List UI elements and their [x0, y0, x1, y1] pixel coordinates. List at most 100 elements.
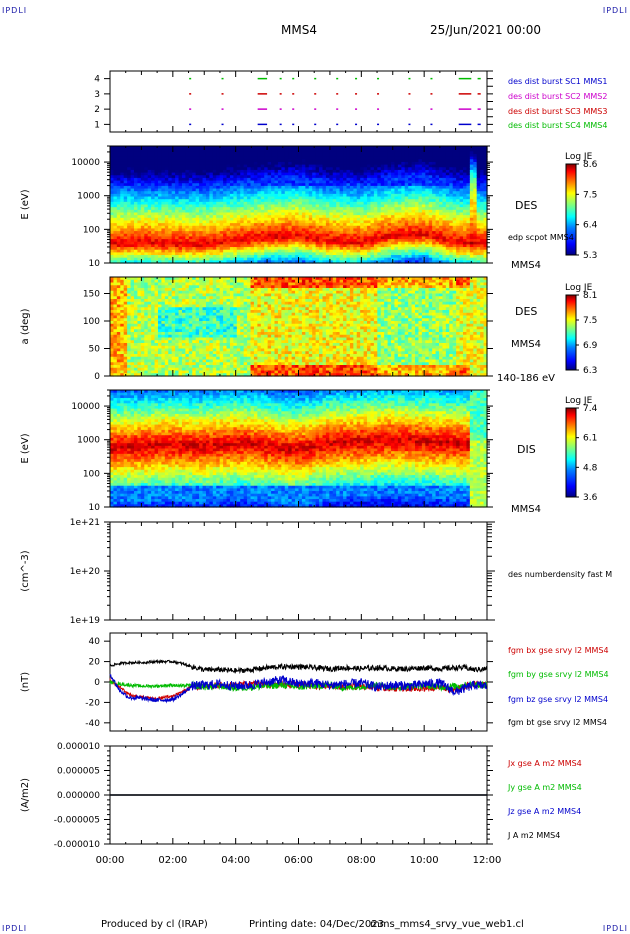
- spectrogram-cell: [110, 255, 115, 259]
- spectrogram-cell: [404, 217, 409, 222]
- spectrogram-cell: [133, 199, 139, 203]
- spectrogram-cell: [415, 215, 420, 219]
- spectrogram-cell: [421, 185, 426, 190]
- spectrogram-cell: [463, 233, 468, 238]
- spectrogram-cell: [325, 233, 330, 238]
- spectrogram-cell: [315, 199, 320, 203]
- spectrogram-cell: [168, 207, 173, 211]
- spectrogram-cell: [373, 231, 378, 235]
- spectrogram-cell: [240, 167, 245, 171]
- spectrogram-cell: [380, 247, 385, 251]
- spectrogram-cell: [308, 151, 313, 155]
- spectrogram-cell: [432, 260, 437, 264]
- spectrogram-cell: [332, 191, 337, 195]
- spectrogram-cell: [260, 193, 265, 198]
- spectrogram-cell: [171, 204, 176, 208]
- spectrogram-cell: [401, 215, 406, 219]
- spectrogram-cell: [394, 188, 399, 192]
- spectrogram-cell: [116, 257, 121, 261]
- spectrogram-cell: [264, 196, 269, 200]
- spectrogram-cell: [377, 185, 382, 190]
- spectrogram-cell: [356, 231, 361, 235]
- spectrogram-cell: [336, 247, 341, 251]
- spectrogram-cell: [312, 220, 317, 224]
- spectrogram-cell: [116, 239, 121, 243]
- spectrogram-cell: [288, 241, 293, 245]
- spectrogram-cell: [329, 260, 334, 264]
- spectrogram-cell: [401, 252, 406, 256]
- spectrogram-cell: [291, 220, 296, 224]
- spectrogram-cell: [199, 260, 204, 264]
- spectrogram-cell: [349, 183, 354, 187]
- spectrogram-cell: [113, 164, 118, 168]
- spectrogram-cell: [188, 247, 193, 251]
- spectrogram-cell: [346, 159, 351, 163]
- spectrogram-cell: [202, 193, 207, 198]
- spectrogram-cell: [116, 215, 121, 219]
- spectrogram-cell: [370, 175, 375, 179]
- spectrogram-cell: [295, 220, 300, 224]
- spectrogram-cell: [401, 209, 406, 214]
- spectrogram-cell: [343, 228, 348, 232]
- spectrogram-cell: [120, 201, 125, 206]
- spectrogram-cell: [175, 148, 180, 152]
- spectrogram-cell: [271, 148, 276, 152]
- spectrogram-cell: [212, 167, 217, 171]
- spectrogram-cell: [226, 177, 231, 182]
- spectrogram-cell: [360, 220, 365, 224]
- spectrogram-cell: [178, 209, 183, 214]
- spectrogram-cell: [274, 204, 279, 208]
- spectrogram-cell: [223, 249, 228, 253]
- spectrogram-cell: [288, 156, 293, 160]
- spectrogram-cell: [223, 146, 228, 150]
- spectrogram-cell: [168, 177, 173, 182]
- spectrogram-cell: [384, 180, 389, 184]
- spectrogram-cell: [411, 185, 416, 190]
- spectrogram-cell: [466, 169, 471, 174]
- spectrogram-cell: [277, 225, 282, 230]
- spectrogram-cell: [264, 217, 269, 222]
- spectrogram-cell: [377, 249, 382, 253]
- spectrogram-cell: [137, 220, 142, 224]
- spectrogram-cell: [185, 199, 190, 203]
- spectrogram-cell: [274, 156, 279, 160]
- spectrogram-cell: [449, 201, 454, 206]
- spectrogram-cell: [411, 175, 416, 179]
- spectrogram-cell: [483, 191, 488, 195]
- spectrogram-cell: [319, 175, 324, 179]
- spectrogram-cell: [308, 164, 313, 168]
- spectrogram-cell: [473, 247, 478, 251]
- spectrogram-cell: [202, 175, 207, 179]
- spectrogram-cell: [253, 201, 258, 206]
- spectrogram-cell: [127, 212, 132, 216]
- spectrogram-cell: [415, 177, 420, 182]
- spectrogram-cell: [195, 241, 200, 245]
- spectrogram-cell: [181, 244, 186, 248]
- spectrogram-cell: [315, 244, 320, 248]
- spectrogram-cell: [463, 225, 468, 230]
- spectrogram-cell: [463, 247, 468, 251]
- spectrogram-cell: [171, 244, 176, 248]
- spectrogram-cell: [175, 183, 180, 187]
- spectrogram-cell: [188, 236, 193, 240]
- spectrogram-cell: [435, 207, 440, 211]
- spectrogram-cell: [164, 183, 169, 187]
- spectrogram-cell: [205, 249, 210, 253]
- spectrogram-cell: [277, 209, 282, 214]
- spectrogram-cell: [253, 249, 258, 253]
- spectrogram-cell: [178, 252, 183, 256]
- spectrogram-cell: [353, 183, 358, 187]
- spectrogram-cell: [281, 156, 286, 160]
- spectrogram-cell: [308, 204, 313, 208]
- spectrogram-cell: [305, 153, 310, 158]
- spectrogram-cell: [411, 252, 416, 256]
- spectrogram-cell: [127, 180, 132, 184]
- spectrogram-cell: [229, 249, 234, 253]
- spectrogram-cell: [308, 247, 313, 251]
- spectrogram-cell: [305, 233, 310, 238]
- spectrogram-cell: [325, 204, 330, 208]
- spectrogram-cell: [209, 249, 214, 253]
- spectrogram-cell: [476, 209, 481, 214]
- spectrogram-cell: [459, 207, 464, 211]
- spectrogram-cell: [147, 228, 152, 232]
